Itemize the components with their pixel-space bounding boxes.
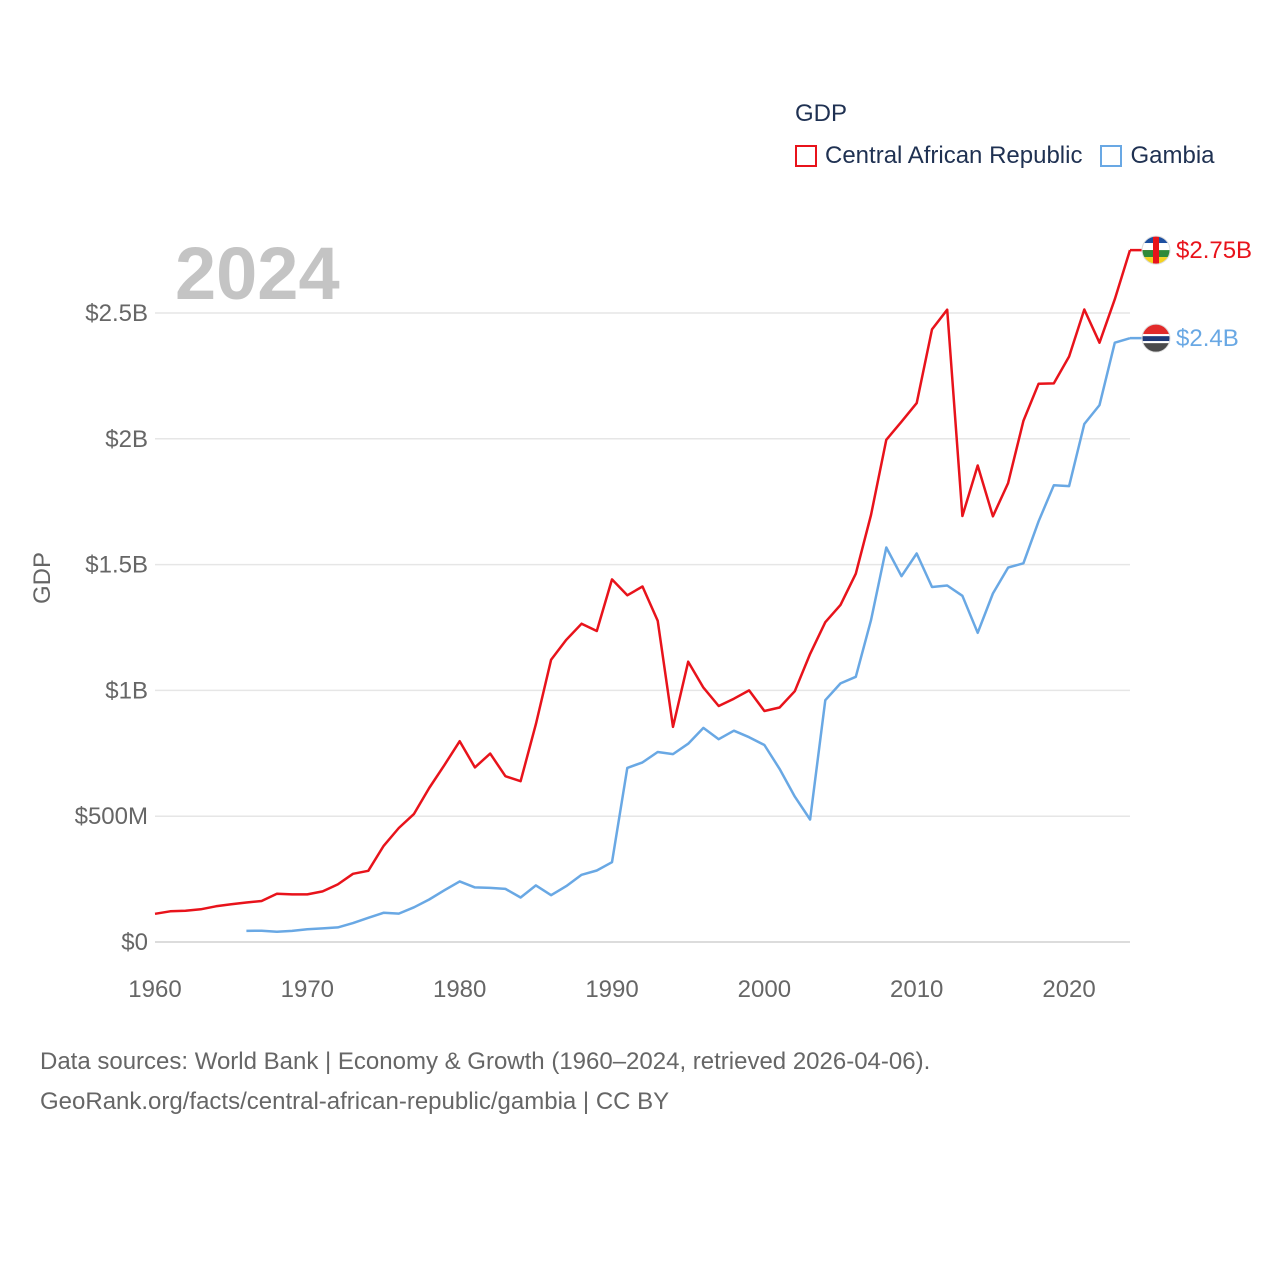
series-line-gambia[interactable] bbox=[246, 337, 1131, 933]
grid-lines bbox=[155, 312, 1130, 943]
legend-item-gambia[interactable]: Gambia bbox=[1100, 142, 1215, 170]
y-tick-label: $1B bbox=[105, 677, 148, 704]
y-tick-label: $0 bbox=[121, 929, 148, 956]
data-source-note: Data sources: World Bank | Economy & Gro… bbox=[40, 1048, 931, 1075]
legend-title: GDP bbox=[795, 100, 848, 127]
legend-label: Gambia bbox=[1130, 142, 1215, 169]
series-end-label: $2.75B bbox=[1176, 237, 1252, 264]
series-end-label: $2.4B bbox=[1176, 325, 1239, 352]
x-tick-label: 1990 bbox=[585, 976, 638, 1003]
y-tick-labels: $0 $500M $1B $1.5B $2B $2.5B bbox=[75, 300, 148, 956]
x-tick-label: 2020 bbox=[1042, 976, 1095, 1003]
footer: Data sources: World Bank | Economy & Gro… bbox=[40, 1042, 930, 1122]
x-tick-label: 2000 bbox=[738, 976, 791, 1003]
legend-label: Central African Republic bbox=[825, 142, 1083, 169]
x-tick-label: 1960 bbox=[128, 976, 181, 1003]
central-african-republic-flag-icon bbox=[1141, 235, 1171, 265]
x-tick-label: 1970 bbox=[281, 976, 334, 1003]
legend-swatch-icon bbox=[1100, 145, 1123, 167]
series-lines bbox=[154, 249, 1132, 933]
y-tick-label: $2.5B bbox=[85, 300, 148, 327]
series-end-markers: $2.75B $2.4B bbox=[1130, 235, 1252, 353]
y-tick-label: $2B bbox=[105, 426, 148, 453]
y-tick-label: $500M bbox=[75, 803, 148, 830]
gdp-line-chart: 2024 GDP $0 $500M $1B $1.5B $2B $2.5B 1960 197… bbox=[29, 232, 1252, 1003]
x-tick-label: 1980 bbox=[433, 976, 486, 1003]
series-line-central-african-republic[interactable] bbox=[154, 249, 1132, 916]
legend-item-central-african-republic[interactable]: Central African Republic bbox=[795, 142, 1082, 170]
year-watermark: 2024 bbox=[175, 232, 340, 315]
y-tick-label: $1.5B bbox=[85, 552, 148, 579]
attribution-link[interactable]: GeoRank.org/facts/central-african-republ… bbox=[40, 1088, 670, 1115]
x-tick-labels: 1960 1970 1980 1990 2000 2010 2020 bbox=[128, 976, 1095, 1003]
legend-swatch-icon bbox=[795, 145, 817, 167]
y-axis-label: GDP bbox=[29, 552, 56, 604]
x-tick-label: 2010 bbox=[890, 976, 943, 1003]
legend: Central African Republic Gambia bbox=[795, 142, 1233, 170]
gambia-flag-icon bbox=[1141, 323, 1171, 353]
